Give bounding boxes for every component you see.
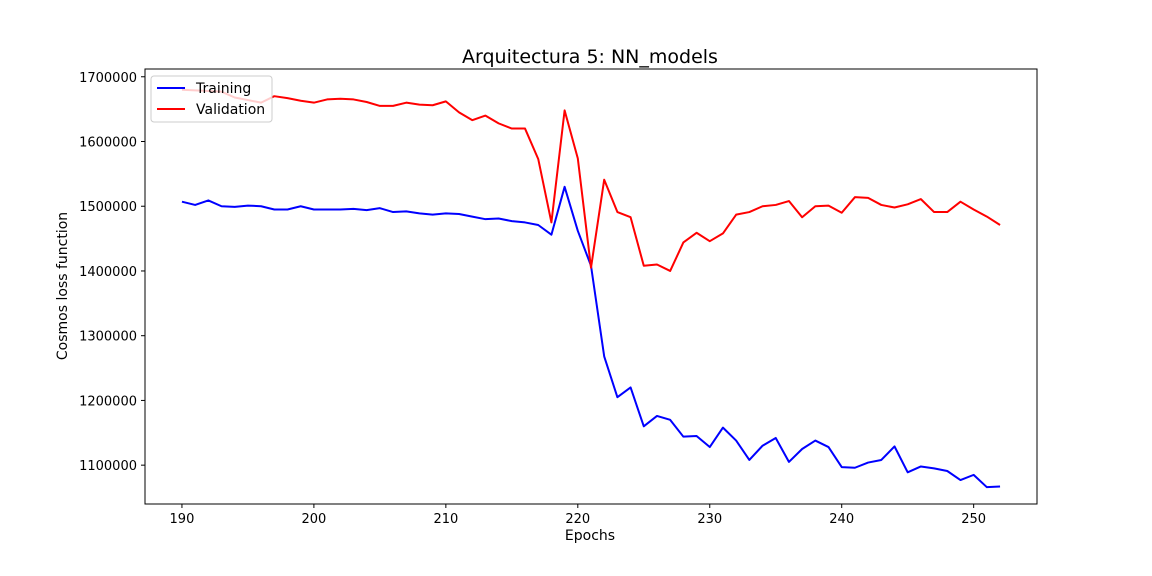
y-axis-label: Cosmos loss function (55, 212, 71, 360)
x-tick-label: 210 (433, 512, 458, 527)
y-axis: 1100000 1200000 1300000 1400000 1500000 16000… (79, 71, 145, 474)
x-tick-label: 200 (301, 512, 326, 527)
plot-frame (144, 68, 1038, 505)
x-axis: 190 200 210 220 230 240 250 (170, 504, 986, 527)
y-tick-label: 1200000 (79, 394, 137, 409)
y-tick-label: 1700000 (79, 71, 137, 86)
legend-label-training: Training (195, 81, 251, 97)
y-tick-label: 1300000 (79, 330, 137, 345)
y-tick-label: 1400000 (79, 265, 137, 280)
x-axis-label: Epochs (565, 528, 615, 544)
y-tick-label: 1500000 (79, 200, 137, 215)
y-tick-label: 1600000 (79, 136, 137, 151)
chart-title: Arquitectura 5: NN_models (462, 46, 718, 68)
x-tick-label: 190 (170, 512, 195, 527)
x-tick-label: 230 (697, 512, 722, 527)
series-line-validation (181, 88, 1001, 272)
legend-label-validation: Validation (196, 102, 265, 118)
legend: Training Validation (150, 75, 273, 123)
series-layer (181, 88, 1001, 489)
x-tick-label: 250 (961, 512, 986, 527)
x-tick-label: 240 (829, 512, 854, 527)
y-tick-label: 1100000 (79, 459, 137, 474)
series-line-training (181, 185, 1001, 489)
x-tick-label: 220 (565, 512, 590, 527)
